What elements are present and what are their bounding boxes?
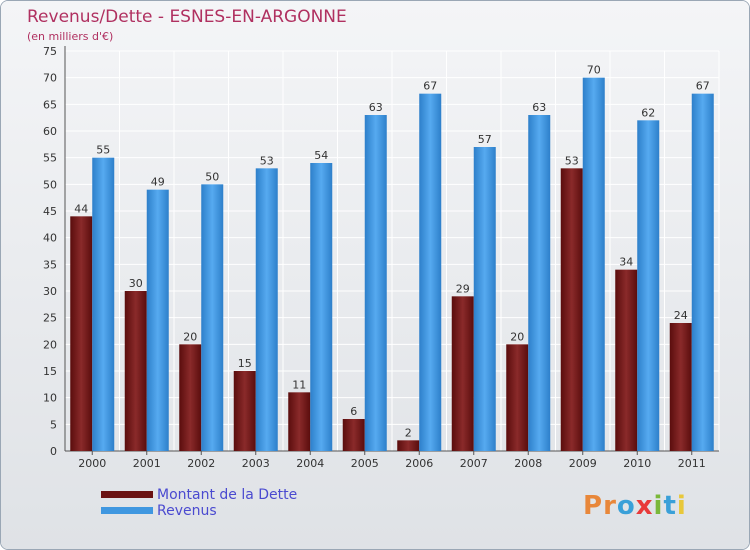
revenue-bar-label-2000: 55 — [96, 144, 110, 157]
revenue-bar-label-2002: 50 — [205, 170, 219, 183]
debt-bar-2009 — [560, 168, 583, 452]
x-tick-label-2000: 2000 — [78, 457, 106, 470]
x-tick-label-2007: 2007 — [460, 457, 488, 470]
legend-label-dette: Montant de la Dette — [157, 487, 298, 503]
debt-bar-2000 — [70, 216, 93, 451]
revenue-bar-label-2010: 62 — [641, 106, 655, 119]
x-tick-label-2004: 2004 — [296, 457, 324, 470]
debt-bar-2004 — [288, 392, 311, 451]
revenue-bar-2002 — [201, 184, 224, 452]
revenue-bar-label-2007: 57 — [478, 133, 492, 146]
x-tick-label-2010: 2010 — [623, 457, 651, 470]
revenue-bar-label-2001: 49 — [151, 176, 165, 189]
x-tick-label-2002: 2002 — [187, 457, 215, 470]
x-tick-label-2003: 2003 — [242, 457, 270, 470]
legend-swatch-dette — [101, 491, 153, 498]
bars — [70, 77, 714, 452]
debt-bar-label-2001: 30 — [129, 277, 143, 290]
x-tick-label-2008: 2008 — [514, 457, 542, 470]
debt-bar-label-2005: 6 — [350, 405, 357, 418]
revenue-bar-2005 — [364, 115, 387, 451]
revenue-bar-2008 — [528, 115, 551, 451]
debt-bar-2010 — [615, 269, 638, 451]
debt-bar-label-2003: 15 — [238, 357, 252, 370]
revenue-bar-2011 — [691, 93, 714, 452]
revenue-bar-label-2009: 70 — [587, 64, 601, 77]
x-tick-label-2005: 2005 — [351, 457, 379, 470]
y-tick-label: 65 — [43, 98, 57, 111]
axes: 0 5 10 15 20 25 30 35 40 45 50 55 60 65 70 75 2000 2001 20… — [43, 45, 719, 470]
revenue-bar-2006 — [419, 93, 442, 452]
debt-bar-label-2004: 11 — [292, 378, 306, 391]
logo-letter-3: x — [635, 491, 654, 521]
revenue-bar-label-2006: 67 — [423, 80, 437, 93]
y-tick-label: 40 — [43, 232, 57, 245]
debt-bar-label-2009: 53 — [565, 154, 579, 167]
revenue-bar-label-2011: 67 — [696, 80, 710, 93]
y-tick-label: 10 — [43, 392, 57, 405]
y-tick-label: 45 — [43, 205, 57, 218]
y-tick-label: 60 — [43, 125, 57, 138]
x-tick-label-2006: 2006 — [405, 457, 433, 470]
revenue-bar-label-2004: 54 — [314, 149, 328, 162]
debt-bar-2001 — [124, 291, 147, 451]
debt-bar-2008 — [506, 344, 529, 451]
revenue-bar-2007 — [473, 147, 496, 451]
logo-letter-6: i — [676, 491, 687, 521]
y-tick-label: 25 — [43, 312, 57, 325]
debt-bar-label-2008: 20 — [510, 330, 524, 343]
debt-bar-label-2000: 44 — [74, 202, 88, 215]
x-tick-label-2009: 2009 — [569, 457, 597, 470]
y-tick-label: 75 — [43, 45, 57, 58]
debt-bar-label-2007: 29 — [456, 282, 470, 295]
revenue-bar-2001 — [146, 189, 169, 451]
y-tick-label: 50 — [43, 178, 57, 191]
y-tick-label: 5 — [50, 418, 57, 431]
logo-letter-1: r — [603, 491, 617, 521]
y-tick-label: 0 — [50, 445, 57, 458]
debt-bar-2005 — [342, 419, 365, 451]
chart-subtitle: (en milliers d'€) — [27, 30, 114, 43]
x-tick-label-2001: 2001 — [133, 457, 161, 470]
debt-bar-2006 — [397, 440, 420, 451]
y-tick-label: 15 — [43, 365, 57, 378]
y-tick-label: 20 — [43, 338, 57, 351]
logo-letter-5: t — [663, 491, 677, 521]
logo-letter-4: i — [653, 491, 664, 521]
debt-bar-label-2010: 34 — [619, 256, 633, 269]
y-tick-label: 70 — [43, 72, 57, 85]
y-tick-label: 30 — [43, 285, 57, 298]
debt-bar-label-2006: 2 — [405, 426, 412, 439]
y-tick-label: 35 — [43, 258, 57, 271]
grid — [64, 50, 720, 452]
debt-bar-label-2002: 20 — [183, 330, 197, 343]
revenue-bar-label-2005: 63 — [369, 101, 383, 114]
revenue-bar-label-2008: 63 — [532, 101, 546, 114]
debt-bar-2007 — [451, 296, 474, 451]
proxiti-logo: Proxiti — [583, 491, 687, 521]
chart-title: Revenus/Dette - ESNES-EN-ARGONNE — [27, 7, 347, 27]
revenue-bar-2004 — [310, 163, 333, 451]
revenue-bar-2009 — [582, 77, 605, 452]
debt-bar-2011 — [669, 323, 692, 451]
revenue-bar-2010 — [637, 120, 660, 451]
x-tick-label-2011: 2011 — [678, 457, 706, 470]
debt-bar-2003 — [233, 371, 256, 451]
revenue-bar-2000 — [92, 157, 115, 451]
debt-bar-label-2011: 24 — [674, 309, 688, 322]
y-tick-label: 55 — [43, 152, 57, 165]
debt-bar-2002 — [179, 344, 202, 451]
legend-label-revenus: Revenus — [157, 503, 217, 519]
logo-letter-2: o — [616, 491, 636, 521]
legend-swatch-revenus — [101, 507, 153, 514]
revenue-bar-2003 — [255, 168, 278, 452]
revenue-bar-label-2003: 53 — [260, 154, 274, 167]
logo-letter-0: P — [583, 491, 604, 521]
